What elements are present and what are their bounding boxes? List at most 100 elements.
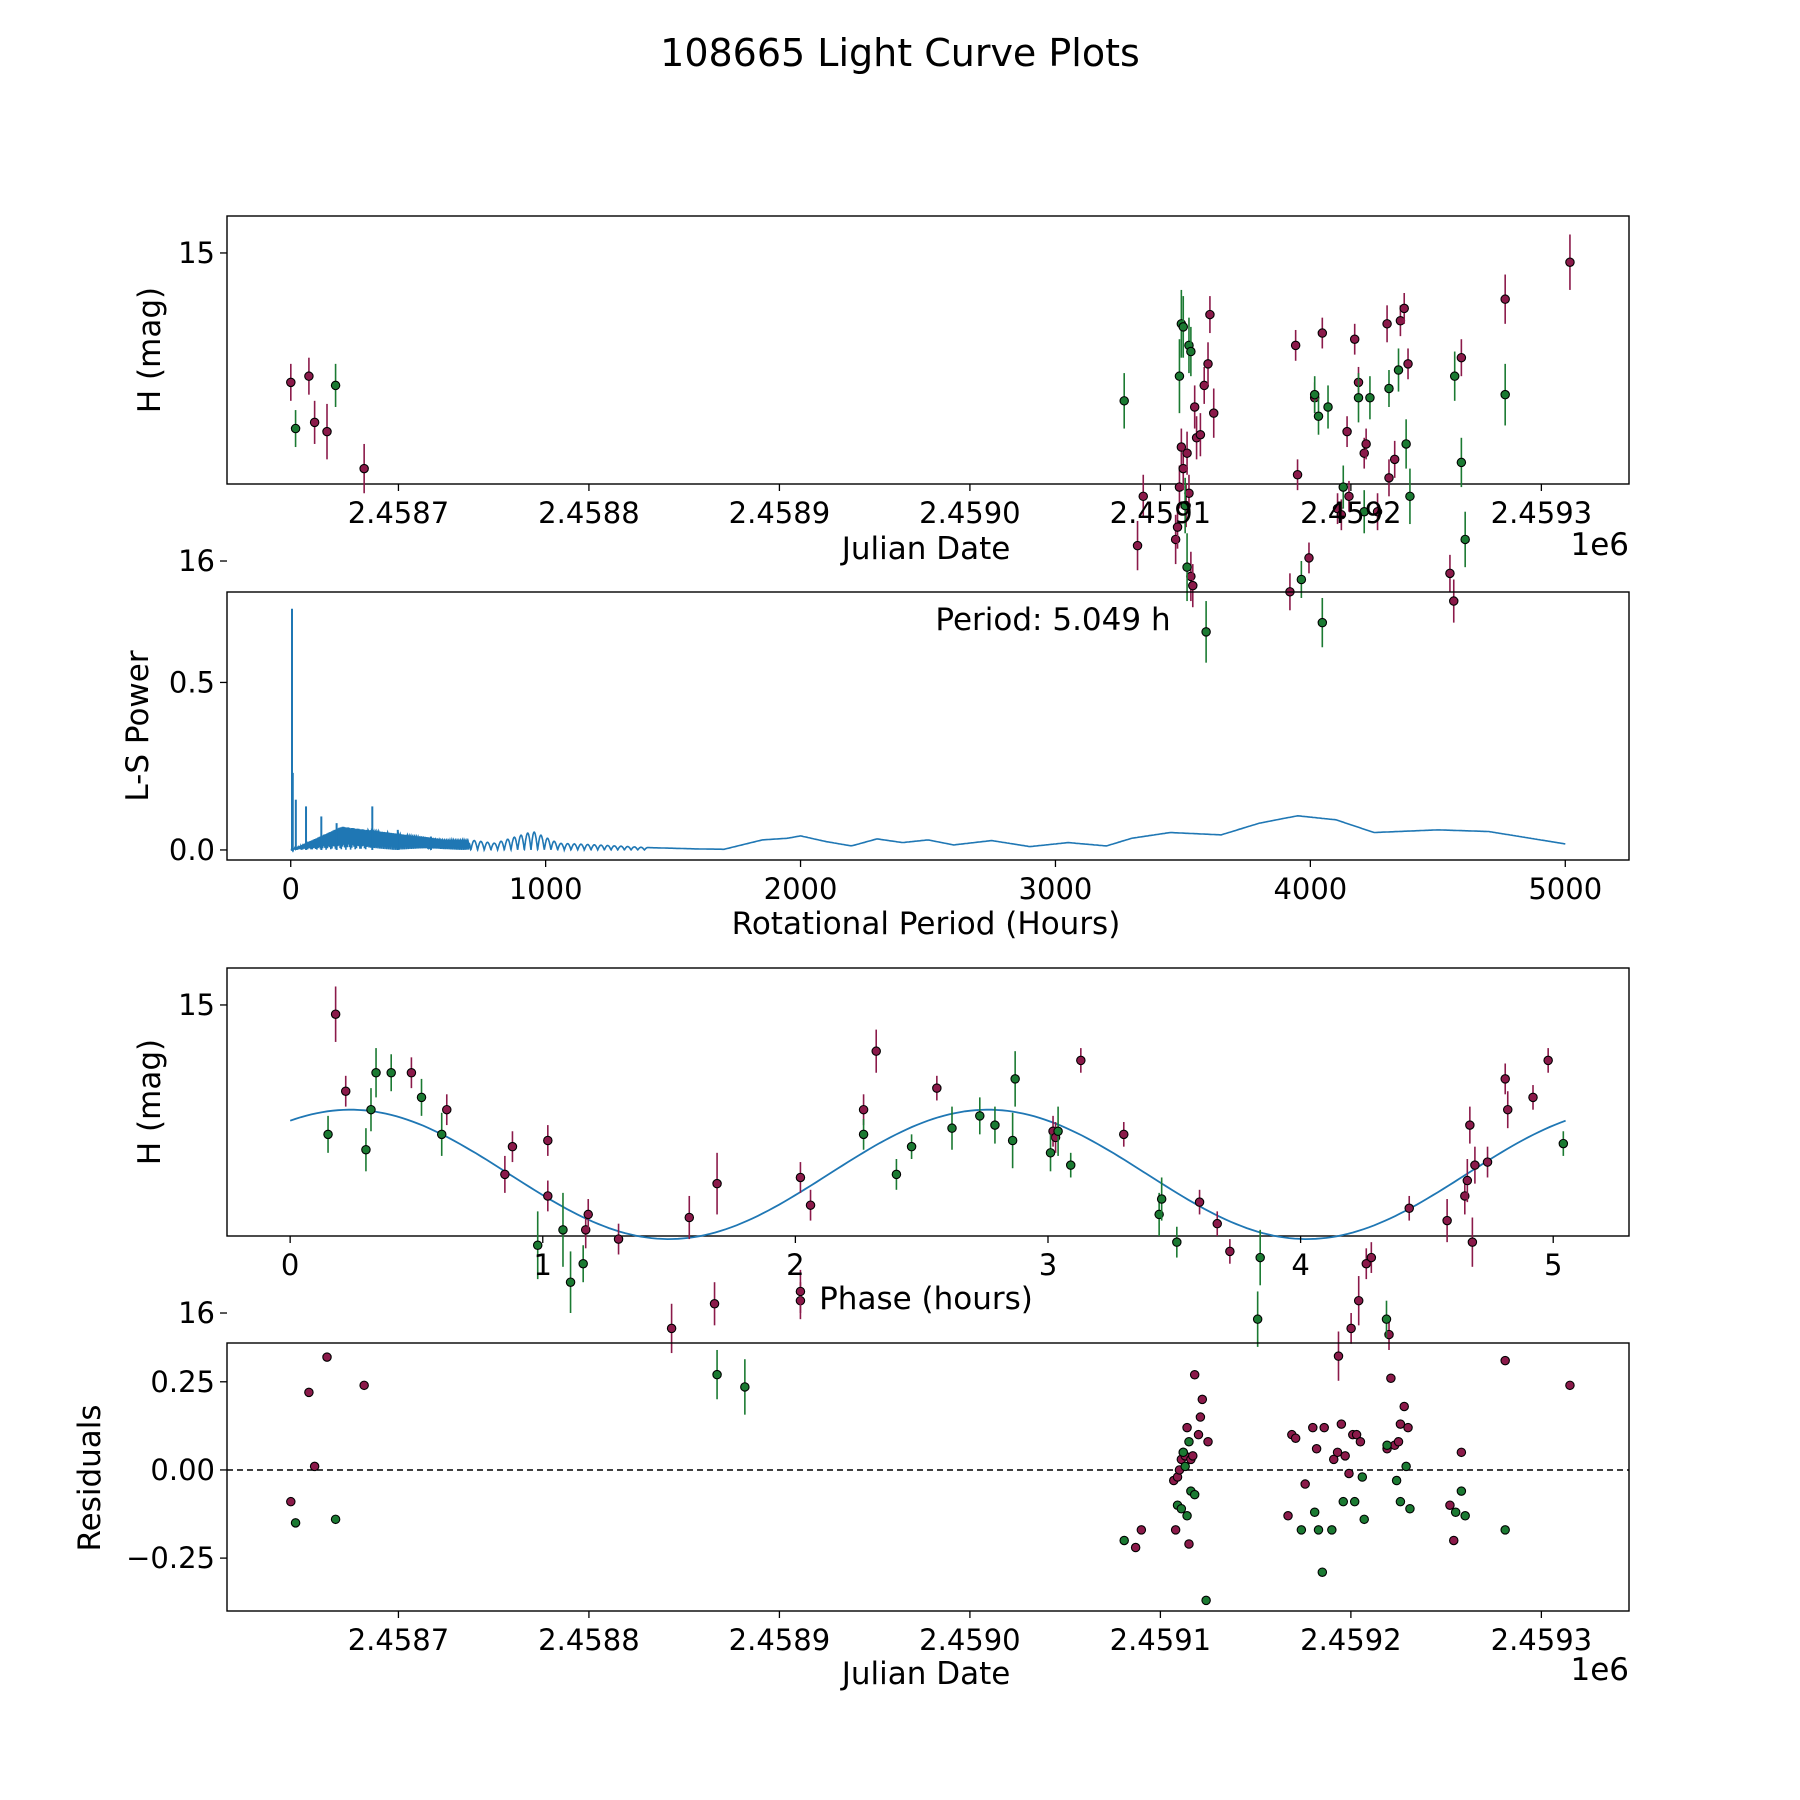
light-curve-point-filter-2 (1180, 500, 1190, 511)
phase-curve-xtick-label: 1 (534, 1248, 552, 1282)
light-curve-xtick-label: 2.4588 (538, 496, 639, 530)
phase-curve-point-filter-1 (340, 1086, 351, 1096)
light-curve-point-filter-2 (1449, 371, 1460, 381)
light-curve-point-filter-1 (1456, 352, 1467, 363)
light-curve-point-filter-1 (1500, 294, 1510, 304)
phase-curve-xlabel: Phase (hours) (819, 1281, 1033, 1317)
phase-curve-point-filter-2 (366, 1104, 376, 1115)
phase-curve-point-filter-2 (436, 1129, 447, 1140)
phase-curve-point-filter-1 (795, 1286, 806, 1297)
residuals-xtick-label: 2.4589 (729, 1623, 830, 1657)
residuals-xtick-label: 2.4587 (348, 1623, 449, 1657)
light-curve-point-filter-2 (1317, 617, 1328, 628)
light-curve-point-filter-1 (1172, 522, 1183, 532)
phase-curve-point-filter-1 (1333, 1351, 1344, 1361)
residuals-point-filter-1 (1170, 1525, 1181, 1535)
light-curve-point-filter-1 (1182, 448, 1192, 458)
residuals-point-filter-1 (1193, 1429, 1204, 1440)
phase-curve-point-filter-2 (386, 1067, 396, 1078)
periodogram-panel: 0 1000 2000 3000 4000 5000 0.0 0.5 Period: 5.04… (120, 591, 1630, 942)
light-curve-xtick-label: 2.4593 (1491, 496, 1592, 530)
periodogram-power-line (290, 814, 1566, 853)
phase-curve-point-filter-2 (906, 1141, 917, 1152)
phase-curve-point-filter-1 (1502, 1104, 1513, 1115)
residuals-xtick-label: 2.4593 (1491, 1623, 1592, 1657)
phase-curve-model-curve (289, 1108, 1566, 1241)
light-curve-point-filter-1 (1178, 463, 1189, 474)
light-curve-xlabel: Julian Date (840, 531, 1011, 567)
phase-curve-point-filter-2 (371, 1067, 381, 1078)
phase-curve-point-filter-2 (740, 1382, 750, 1392)
phase-curve-point-filter-1 (1212, 1218, 1222, 1229)
residuals-point-filter-1 (1351, 1429, 1362, 1440)
phase-curve-point-filter-2 (1010, 1074, 1020, 1084)
residuals-point-filter-2 (1405, 1503, 1415, 1514)
residuals-point-filter-1 (1283, 1511, 1293, 1521)
phase-curve-point-filter-1 (1482, 1157, 1493, 1167)
light-curve-point-filter-2 (1119, 396, 1129, 406)
light-curve-point-filter-2 (1365, 392, 1375, 403)
periodogram-xtick-label: 5000 (1528, 872, 1602, 906)
phase-curve-point-filter-1 (1543, 1055, 1553, 1066)
light-curve-point-filter-1 (286, 377, 296, 388)
periodogram-ylabel: L-S Power (120, 650, 156, 801)
phase-curve-point-filter-1 (1462, 1175, 1473, 1186)
light-curve-point-filter-2 (1182, 562, 1192, 572)
periodogram-ytick-label: 0.0 (169, 833, 215, 867)
light-curve-point-filter-2 (1296, 574, 1307, 585)
light-curve-point-filter-2 (1384, 383, 1394, 394)
periodogram-xtick-label: 2000 (764, 872, 838, 906)
light-curve-panel: 2.4587 2.4588 2.4589 2.4590 2.4591 2.4592 2.45… (132, 215, 1630, 663)
light-curve-point-filter-1 (1359, 448, 1369, 458)
phase-curve-point-filter-1 (1442, 1215, 1452, 1226)
light-curve-point-filter-1 (1361, 439, 1371, 449)
light-curve-point-filter-1 (1445, 568, 1455, 579)
residuals-point-filter-1 (304, 1387, 314, 1398)
periodogram-annotation: Period: 5.049 h (935, 602, 1170, 638)
residuals-offset-label: 1e6 (1570, 1652, 1629, 1688)
periodogram-ytick-label: 0.5 (169, 665, 215, 699)
residuals-xtick-label: 2.4590 (919, 1623, 1020, 1657)
phase-curve-point-filter-1 (712, 1178, 722, 1189)
phase-curve-point-filter-2 (416, 1092, 427, 1103)
phase-curve-point-filter-1 (932, 1083, 942, 1093)
residuals-point-filter-2 (1176, 1503, 1187, 1514)
residuals-point-filter-1 (286, 1496, 296, 1507)
phase-curve-point-filter-2 (1053, 1126, 1063, 1137)
light-curve-point-filter-1 (1342, 426, 1352, 437)
phase-curve-point-filter-2 (323, 1129, 333, 1140)
residuals-point-filter-1 (1319, 1422, 1329, 1433)
phase-curve-point-filter-2 (578, 1258, 588, 1269)
phase-curve-point-filter-1 (1528, 1092, 1538, 1103)
residuals-point-filter-1 (1456, 1447, 1467, 1458)
phase-curve-point-filter-2 (565, 1277, 576, 1287)
residuals-point-filter-2 (1119, 1535, 1129, 1546)
phase-curve-panel: 0 1 2 3 4 5 16 15 Phase (hours) H (mag) (132, 967, 1630, 1415)
residuals-point-filter-2 (1189, 1489, 1200, 1500)
phase-curve-point-filter-2 (1172, 1237, 1182, 1247)
residuals-xtick-label: 2.4591 (1110, 1623, 1211, 1657)
light-curve-point-filter-2 (1353, 392, 1364, 403)
phase-curve-point-filter-1 (507, 1141, 518, 1152)
light-curve-point-filter-1 (1189, 402, 1200, 412)
residuals-frame (226, 1342, 1630, 1612)
phase-curve-point-filter-2 (1252, 1314, 1263, 1324)
residuals-point-filter-2 (1201, 1595, 1211, 1606)
residuals-point-filter-1 (1182, 1422, 1192, 1433)
light-curve-point-filter-1 (1186, 571, 1196, 582)
residuals-ytick-label: −0.25 (126, 1541, 215, 1575)
light-curve-point-filter-2 (1186, 346, 1196, 357)
residuals-point-filter-2 (1382, 1440, 1392, 1451)
residuals-point-filter-2 (1296, 1525, 1307, 1535)
light-curve-ytick-label: 15 (178, 236, 215, 270)
light-curve-point-filter-2 (1401, 439, 1411, 449)
light-curve-point-filter-2 (1405, 491, 1415, 502)
residuals-point-filter-1 (1399, 1401, 1409, 1412)
residuals-point-filter-1 (1565, 1380, 1575, 1391)
phase-curve-point-filter-1 (1404, 1203, 1414, 1214)
phase-curve-xtick-label: 2 (786, 1248, 804, 1282)
residuals-ticks: 2.4587 2.4588 2.4589 2.4590 2.4591 2.4592 2.45… (126, 1365, 1592, 1657)
light-curve-point-filter-1 (1382, 319, 1392, 329)
residuals-point-filter-1 (1336, 1419, 1347, 1429)
phase-curve-point-filter-2 (361, 1144, 371, 1155)
